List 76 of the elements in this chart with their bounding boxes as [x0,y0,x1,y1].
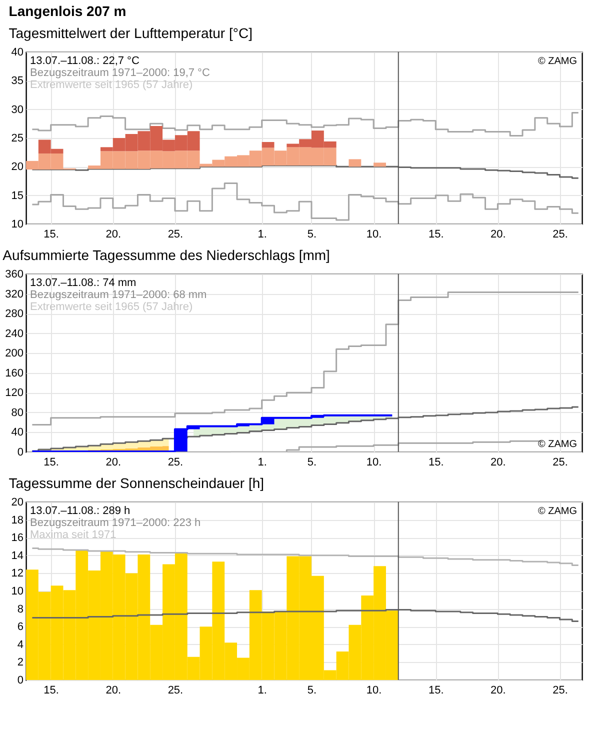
bar [348,159,362,167]
annotation: © ZAMG [538,439,578,450]
y-tick-label: 4 [17,638,24,651]
annotation: © ZAMG [538,506,578,517]
y-tick-label: 40 [11,426,24,439]
x-tick-label: 15. [428,228,444,240]
x-tick-label: 10. [366,684,382,696]
y-tick-label: 280 [5,308,24,320]
x-tick-label: 15. [428,456,444,468]
y-tick-label: 6 [17,621,24,634]
annotation: 13.07.–11.08.: 22,7 °C [30,55,140,67]
x-tick-label: 10. [366,456,382,468]
x-tick-label: 25. [168,456,184,468]
y-tick-label: 18 [11,514,24,526]
chart-title: Tagessumme der Sonnenscheindauer [h] [8,475,264,491]
chart-title: Langenlois 207 m [8,3,126,19]
y-tick-label: 14 [11,550,24,562]
x-tick-label: 10. [366,228,382,240]
bar [262,418,274,424]
y-tick-label: 10 [11,586,24,598]
x-tick-label: 1. [258,228,267,240]
y-tick-label: 240 [5,328,24,340]
x-tick-label: 25. [168,684,184,696]
y-tick-label: 360 [5,268,24,280]
y-tick-label: 2 [17,656,24,669]
chart-subtitle: Tagesmittelwert der Lufttemperatur [°C] [8,25,252,41]
x-tick-label: 20. [490,228,506,240]
bar [262,142,274,148]
y-tick-label: 20 [11,496,24,508]
x-tick-label: 5. [307,228,317,240]
x-tick-label: 25. [168,228,184,240]
y-tick-label: 16 [11,532,24,544]
y-tick-label: 200 [5,348,24,360]
y-tick-label: 80 [11,406,24,419]
x-tick-label: 1. [258,456,267,468]
x-tick-label: 25. [552,456,568,468]
x-tick-label: 25. [552,684,568,696]
annotation: 13.07.–11.08.: 74 mm [30,277,136,289]
x-tick-label: 20. [490,684,506,696]
x-tick-label: 20. [106,456,122,468]
x-tick-label: 20. [490,456,506,468]
annotation: © ZAMG [538,56,578,67]
x-tick-label: 5. [307,456,317,468]
bar [187,426,200,430]
x-tick-label: 15. [44,228,59,240]
y-tick-label: 160 [5,367,24,380]
y-tick-label: 0 [17,446,24,458]
x-tick-label: 15. [44,456,59,468]
y-tick-label: 10 [11,218,24,230]
x-tick-label: 25. [552,228,568,240]
annotation: 13.07.–11.08.: 289 h [30,505,130,517]
y-tick-label: 40 [11,46,24,58]
y-tick-label: 320 [5,288,24,300]
annotation: Bezugszeitraum 1971–2000: 223 h [30,517,201,529]
x-tick-label: 20. [106,228,122,240]
y-tick-label: 25 [11,132,24,144]
annotation: Extremwerte seit 1965 (57 Jahre) [30,79,193,91]
y-tick-label: 12 [11,568,24,580]
annotation: Maxima seit 1971 [30,529,116,541]
y-tick-label: 120 [5,387,24,400]
x-tick-label: 1. [258,684,267,696]
y-tick-label: 20 [11,161,24,174]
chart-title: Aufsummierte Tagessumme des Niederschlags [mm] [2,247,330,263]
x-tick-label: 15. [428,684,444,696]
y-tick-label: 30 [11,104,24,116]
y-tick-label: 0 [17,674,24,686]
x-tick-label: 5. [307,684,317,696]
bar [374,162,386,167]
y-tick-label: 35 [11,75,24,88]
annotation: Bezugszeitraum 1971–2000: 68 mm [30,289,207,301]
x-tick-label: 20. [106,684,122,696]
y-tick-label: 15 [11,190,24,202]
y-tick-label: 8 [17,603,24,616]
x-tick-label: 15. [44,684,59,696]
annotation: Bezugszeitraum 1971–2000: 19,7 °C [30,67,210,79]
annotation: Extremwerte seit 1965 (57 Jahre) [30,301,193,313]
